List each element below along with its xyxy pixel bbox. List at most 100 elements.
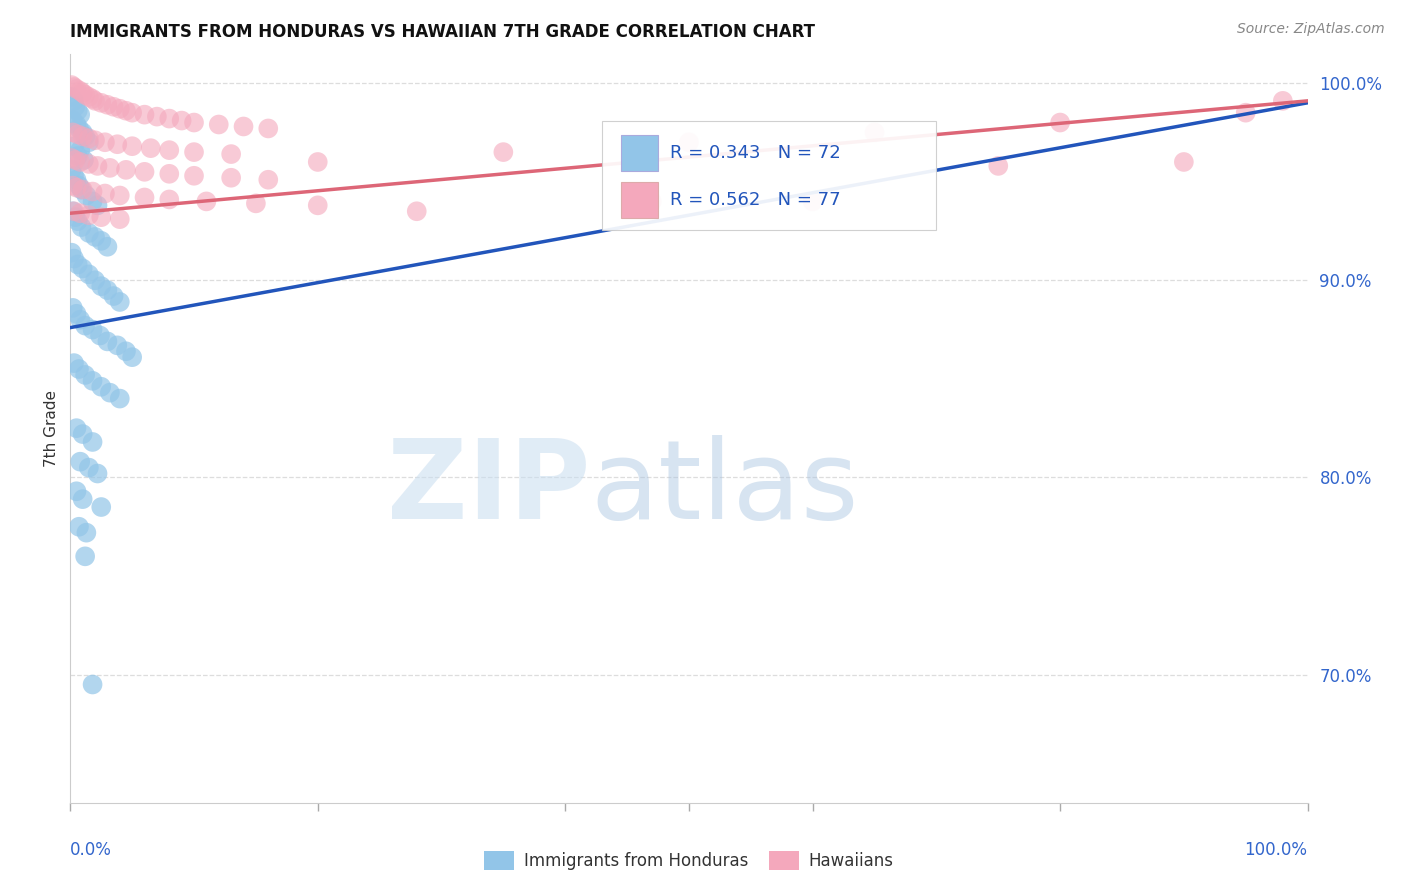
- Point: [77, 268, 100, 282]
- Point: [492, 145, 515, 160]
- Point: [84, 94, 107, 108]
- Point: [72, 183, 94, 197]
- Point: [195, 194, 218, 209]
- Point: [63, 94, 86, 108]
- Point: [183, 115, 205, 129]
- Point: [82, 185, 104, 199]
- Point: [307, 155, 329, 169]
- Point: [66, 214, 89, 228]
- Point: [90, 95, 112, 110]
- Point: [63, 139, 86, 153]
- Point: [66, 103, 89, 118]
- Point: [108, 212, 131, 227]
- Point: [219, 170, 242, 185]
- Point: [105, 338, 128, 352]
- Point: [63, 204, 86, 219]
- Point: [96, 97, 118, 112]
- Point: [245, 196, 267, 211]
- Point: [1234, 105, 1257, 120]
- Point: [67, 362, 90, 376]
- Point: [73, 153, 96, 167]
- Point: [987, 159, 1010, 173]
- Point: [65, 118, 87, 132]
- Point: [134, 108, 156, 122]
- Point: [86, 198, 108, 212]
- Point: [98, 161, 121, 175]
- Point: [82, 434, 104, 449]
- Point: [65, 100, 87, 114]
- Point: [863, 125, 886, 139]
- Point: [65, 82, 87, 96]
- Point: [157, 193, 180, 207]
- Point: [77, 157, 100, 171]
- Point: [801, 194, 824, 209]
- Point: [96, 240, 118, 254]
- Point: [108, 392, 131, 406]
- Point: [77, 90, 100, 104]
- Point: [70, 183, 93, 197]
- Point: [69, 312, 91, 326]
- Point: [405, 204, 427, 219]
- Point: [641, 194, 664, 209]
- Point: [69, 143, 91, 157]
- Point: [86, 159, 108, 173]
- Point: [208, 118, 231, 132]
- Point: [219, 147, 242, 161]
- FancyBboxPatch shape: [621, 182, 658, 218]
- Text: Source: ZipAtlas.com: Source: ZipAtlas.com: [1237, 22, 1385, 37]
- Point: [67, 520, 90, 534]
- Point: [121, 139, 143, 153]
- Point: [75, 525, 97, 540]
- Point: [1049, 115, 1071, 129]
- Point: [77, 208, 100, 222]
- Point: [62, 204, 84, 219]
- Point: [69, 108, 91, 122]
- Point: [103, 100, 125, 114]
- Point: [60, 245, 83, 260]
- Text: R = 0.562   N = 77: R = 0.562 N = 77: [671, 191, 841, 209]
- Point: [77, 226, 100, 240]
- Point: [86, 467, 108, 481]
- Text: 100.0%: 100.0%: [1244, 841, 1308, 859]
- Point: [139, 141, 162, 155]
- Point: [115, 344, 138, 359]
- Point: [157, 143, 180, 157]
- Point: [157, 167, 180, 181]
- Point: [90, 380, 112, 394]
- Point: [62, 113, 84, 128]
- Point: [115, 162, 138, 177]
- Point: [90, 500, 112, 514]
- Point: [65, 153, 87, 167]
- Point: [63, 80, 86, 95]
- Point: [65, 421, 87, 435]
- Point: [94, 135, 117, 149]
- Point: [90, 234, 112, 248]
- Point: [72, 125, 94, 139]
- Point: [72, 427, 94, 442]
- Point: [67, 178, 90, 193]
- Point: [257, 121, 280, 136]
- Point: [82, 677, 104, 691]
- Point: [75, 129, 97, 144]
- Point: [75, 318, 97, 333]
- Point: [108, 295, 131, 310]
- Point: [72, 261, 94, 276]
- Point: [69, 206, 91, 220]
- Point: [77, 131, 100, 145]
- Point: [66, 149, 89, 163]
- Point: [121, 105, 143, 120]
- Point: [75, 87, 97, 102]
- Point: [60, 78, 83, 92]
- Point: [72, 492, 94, 507]
- Point: [1271, 94, 1294, 108]
- Point: [183, 145, 205, 160]
- Point: [115, 103, 138, 118]
- Point: [257, 172, 280, 186]
- Point: [157, 112, 180, 126]
- Point: [170, 113, 193, 128]
- Point: [62, 178, 84, 193]
- Point: [1173, 155, 1195, 169]
- Point: [84, 230, 107, 244]
- Point: [69, 155, 91, 169]
- Point: [90, 279, 112, 293]
